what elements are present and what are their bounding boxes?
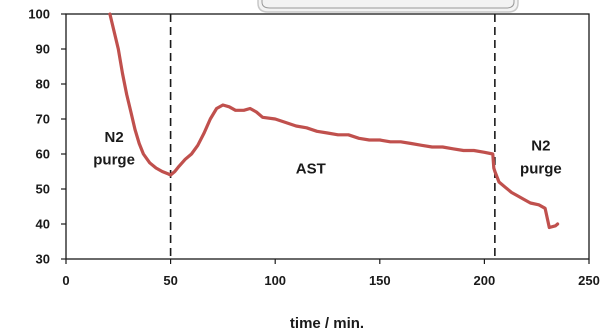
x-tick-label: 50 xyxy=(163,273,177,288)
series-line xyxy=(108,12,560,230)
y-tick-label: 90 xyxy=(36,42,50,57)
data-series xyxy=(108,12,560,230)
y-tick-label: 60 xyxy=(36,147,50,162)
y-tick-label: 100 xyxy=(28,7,50,22)
plot-area xyxy=(65,13,590,260)
phase-annotations: N2 purge AST N2 purge xyxy=(93,129,561,178)
phase-divider-lines xyxy=(169,14,496,259)
phase-label: N2 xyxy=(531,138,550,155)
phase-label: AST xyxy=(296,160,326,177)
x-tick-label: 200 xyxy=(474,273,496,288)
x-axis-title: time / min. xyxy=(290,315,364,332)
y-tick-label: 30 xyxy=(36,252,50,267)
x-tick-label: 250 xyxy=(578,273,600,288)
phase-label: purge xyxy=(93,152,135,169)
overlay-box-edge xyxy=(257,0,519,13)
y-tick-label: 70 xyxy=(36,112,50,127)
y-tick-label: 40 xyxy=(36,217,50,232)
phase-label: N2 xyxy=(105,129,124,146)
x-axis: 0 50 100 150 200 250 xyxy=(62,259,600,288)
y-tick-label: 80 xyxy=(36,77,50,92)
phase-label: purge xyxy=(520,160,562,177)
y-tick-label: 50 xyxy=(36,182,50,197)
x-tick-label: 100 xyxy=(264,273,286,288)
x-tick-label: 150 xyxy=(369,273,391,288)
y-axis: 30 40 50 60 70 80 90 100 xyxy=(28,7,66,267)
x-tick-label: 0 xyxy=(62,273,69,288)
